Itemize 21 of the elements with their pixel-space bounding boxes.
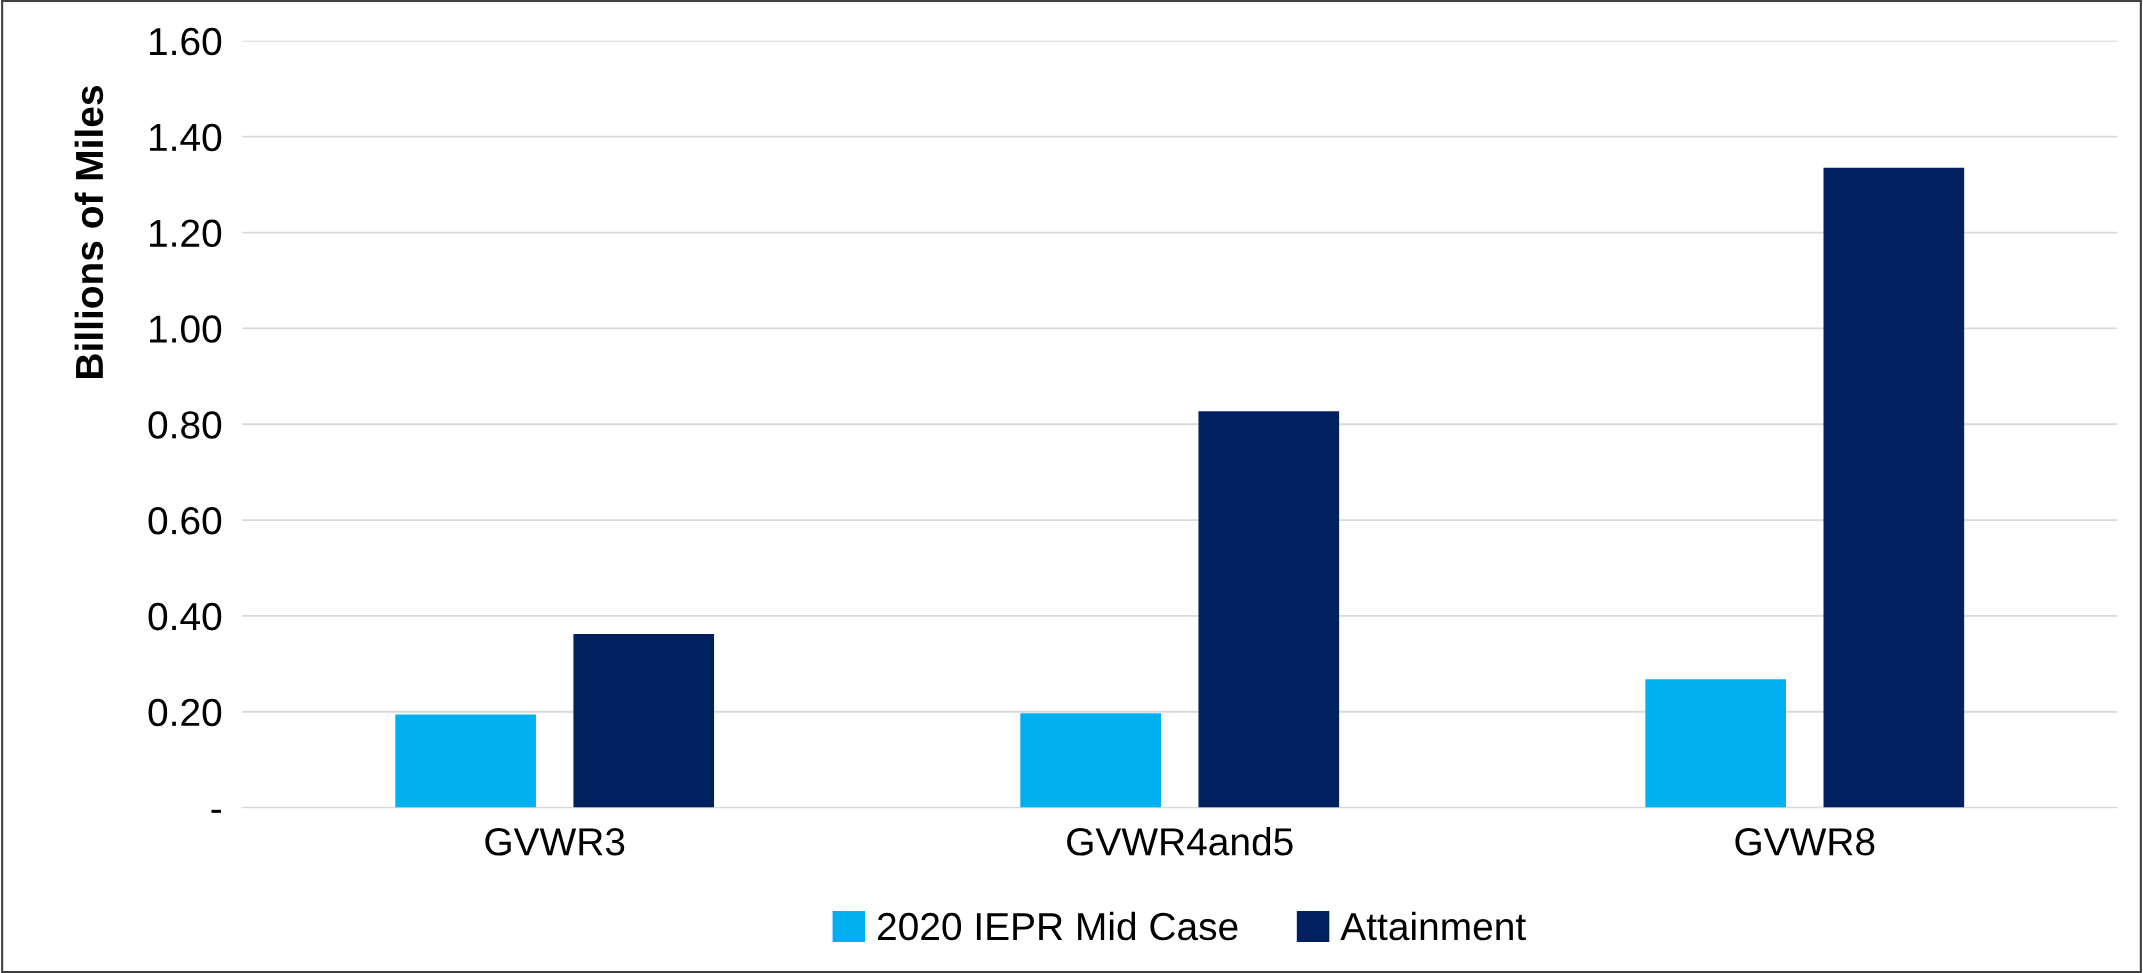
x-tick-label: GVWR8 <box>1735 828 1875 856</box>
bar <box>573 634 715 808</box>
x-tick-label: GVWR4and5 <box>1067 827 1293 856</box>
bar <box>395 714 536 808</box>
legend-label: Attainment <box>1340 911 1526 941</box>
bar <box>1645 679 1787 808</box>
y-tick-label: 1.00 <box>150 315 222 343</box>
y-tick-label: 0.40 <box>148 602 222 631</box>
y-tick-label: 1.60 <box>150 27 222 56</box>
x-tick-label: GVWR3 <box>485 828 625 856</box>
bar <box>1198 411 1340 808</box>
legend-label: 2020 IEPR Mid Case <box>878 911 1238 941</box>
y-axis-title: Billions of Miles <box>74 86 104 378</box>
y-tick-label: 0.20 <box>148 698 222 727</box>
y-tick-label: - <box>211 809 221 813</box>
y-tick-label: 0.80 <box>148 411 222 439</box>
y-tick-label: 0.60 <box>148 507 222 535</box>
bar <box>1020 713 1161 808</box>
y-tick-label: 1.20 <box>150 219 222 248</box>
y-tick-label: 1.40 <box>150 123 222 152</box>
bar <box>1823 167 1965 808</box>
